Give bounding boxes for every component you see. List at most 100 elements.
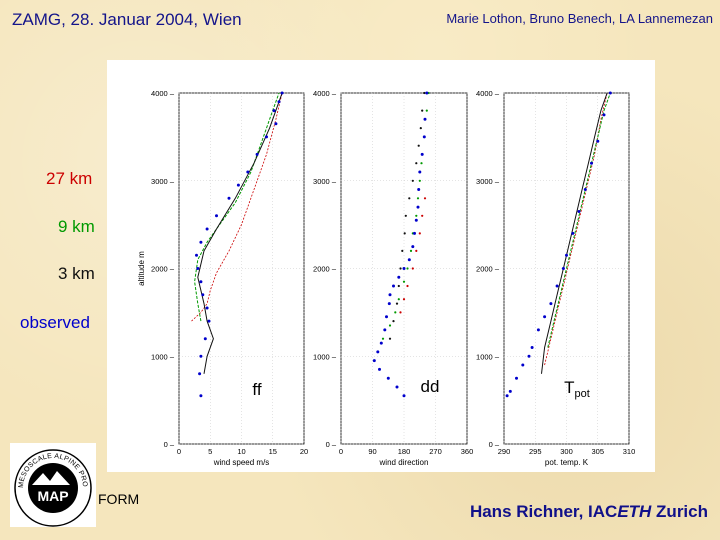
footer-prefix: Hans Richner, IAC bbox=[469, 502, 618, 521]
series-9-km bbox=[194, 92, 280, 322]
data-point bbox=[555, 284, 559, 288]
data-point bbox=[543, 315, 547, 319]
data-point bbox=[265, 135, 268, 139]
y-tick-label: 3000 – bbox=[151, 177, 175, 186]
data-point bbox=[203, 337, 207, 341]
data-point bbox=[421, 109, 424, 112]
data-point bbox=[385, 315, 388, 319]
data-point bbox=[505, 394, 509, 398]
data-point bbox=[399, 311, 402, 314]
legend-3km: 3 km bbox=[58, 264, 95, 283]
data-point bbox=[420, 162, 423, 165]
data-point bbox=[277, 100, 281, 104]
series-3-km bbox=[541, 92, 608, 374]
data-point bbox=[571, 231, 575, 235]
data-point bbox=[425, 109, 428, 112]
data-point bbox=[423, 197, 427, 200]
series-9-km bbox=[547, 92, 611, 348]
data-point bbox=[255, 152, 259, 156]
data-point bbox=[530, 346, 534, 349]
data-point bbox=[372, 359, 376, 363]
y-tick-label: 1000 – bbox=[151, 352, 175, 361]
data-point bbox=[395, 302, 399, 305]
y-tick-label: 2000 – bbox=[476, 265, 500, 274]
form-label: FORM bbox=[98, 491, 140, 507]
data-point bbox=[201, 293, 205, 297]
y-tick-label: 4000 – bbox=[151, 89, 175, 98]
series-line bbox=[547, 92, 611, 348]
data-point bbox=[602, 113, 606, 117]
data-point bbox=[577, 210, 581, 213]
data-point bbox=[527, 354, 531, 358]
y-tick-label: 3000 – bbox=[313, 177, 337, 186]
data-point bbox=[515, 376, 518, 380]
legend-27km: 27 km bbox=[46, 169, 93, 188]
data-point bbox=[386, 376, 390, 380]
chart-panel: 0 –1000 –2000 –3000 –4000 –0 5 10 15 20 wind … bbox=[107, 60, 655, 472]
y-tick-label: 4000 – bbox=[313, 89, 337, 98]
data-point bbox=[387, 302, 391, 306]
data-point bbox=[404, 214, 407, 217]
series-line bbox=[191, 92, 283, 322]
y-axis-label: altitude m bbox=[137, 251, 146, 286]
series-9-km bbox=[381, 91, 430, 340]
x-tick-label: 360 bbox=[461, 447, 474, 456]
data-point bbox=[397, 275, 401, 279]
panel-label: Tpot bbox=[564, 378, 590, 400]
data-point bbox=[246, 170, 250, 174]
x-tick-label: 10 bbox=[237, 447, 245, 456]
x-axis-label: pot. temp. K bbox=[545, 458, 589, 467]
x-axis-label: wind speed m/s bbox=[213, 458, 270, 467]
x-tick-label: 90 bbox=[368, 447, 376, 456]
data-point bbox=[379, 341, 383, 345]
data-point bbox=[378, 367, 381, 371]
x-tick-label: 310 bbox=[623, 447, 636, 456]
data-point bbox=[402, 394, 406, 398]
data-point bbox=[413, 231, 416, 235]
data-point bbox=[376, 350, 380, 354]
data-point bbox=[420, 152, 424, 156]
profile-chart-2: 0 – 1000 – 2000 – 3000 – 4000 – 0 90 180 270 360 w… bbox=[313, 89, 473, 467]
data-point bbox=[596, 139, 600, 143]
data-point bbox=[199, 354, 203, 358]
data-point bbox=[392, 284, 395, 288]
data-point bbox=[418, 170, 422, 174]
x-tick-label: 180 bbox=[398, 447, 411, 456]
logo-text: MAP bbox=[37, 488, 68, 504]
data-point bbox=[395, 385, 399, 389]
x-tick-label: 0 bbox=[339, 447, 343, 456]
data-point bbox=[417, 144, 420, 147]
x-tick-label: 290 bbox=[498, 447, 511, 456]
series-27-km bbox=[544, 92, 608, 366]
series-27-km bbox=[191, 92, 283, 322]
data-point bbox=[549, 302, 553, 306]
data-point bbox=[199, 240, 203, 244]
legend-9km: 9 km bbox=[58, 217, 95, 236]
series-3-km bbox=[388, 91, 426, 340]
data-point bbox=[388, 337, 392, 340]
data-point bbox=[394, 311, 397, 314]
y-tick-label: 3000 – bbox=[476, 177, 500, 186]
data-point bbox=[425, 91, 429, 95]
map-logo: MESOSCALE ALPINE PROGRAMME MAP bbox=[7, 438, 96, 527]
data-point bbox=[402, 298, 406, 301]
data-point bbox=[408, 197, 411, 200]
footer-eth: ETH bbox=[617, 502, 652, 521]
x-tick-label: 300 bbox=[560, 447, 573, 456]
x-tick-label: 295 bbox=[529, 447, 542, 456]
x-tick-label: 270 bbox=[429, 447, 442, 456]
data-point bbox=[421, 214, 424, 217]
x-tick-label: 0 bbox=[177, 447, 181, 456]
data-point bbox=[227, 196, 231, 200]
y-tick-label: 0 – bbox=[326, 440, 337, 449]
x-tick-label: 20 bbox=[300, 447, 308, 456]
series-observed bbox=[505, 91, 612, 398]
data-point bbox=[207, 319, 211, 323]
series-line bbox=[544, 92, 608, 366]
data-point bbox=[521, 363, 525, 367]
series-line bbox=[197, 92, 283, 374]
data-point bbox=[407, 258, 411, 262]
data-point bbox=[198, 372, 202, 376]
data-point bbox=[415, 249, 418, 252]
data-point bbox=[392, 320, 395, 323]
